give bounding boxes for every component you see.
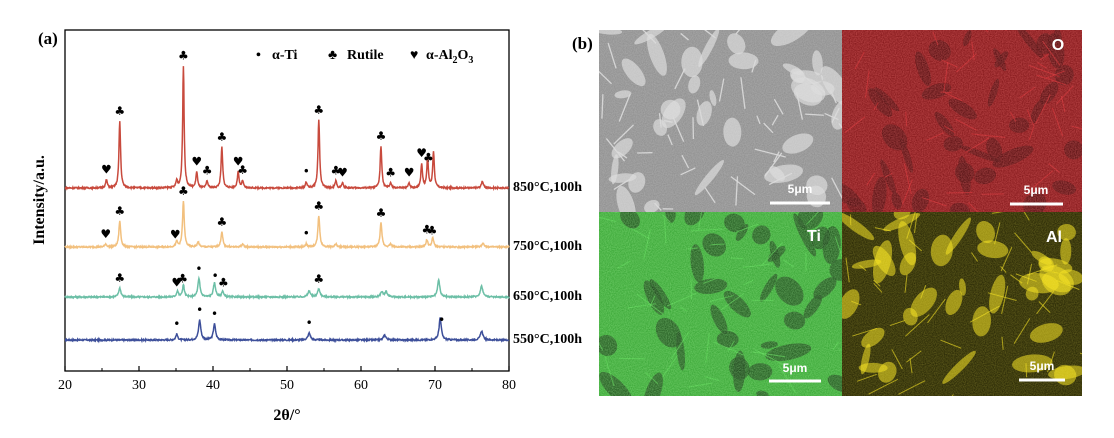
peak-marker: • — [303, 227, 310, 241]
micrograph-noise — [599, 30, 842, 212]
peak-marker: ♥ — [101, 163, 112, 177]
peak-marker: ♥ — [404, 166, 415, 180]
series-line — [64, 275, 510, 301]
peak-marker: ♣ — [114, 104, 125, 118]
peak-marker: • — [196, 303, 203, 317]
sample-label: 550°C,100h — [513, 332, 582, 347]
legend-alumina-sub2: 3 — [468, 55, 473, 66]
peak-marker: ♣ — [177, 271, 188, 285]
texture-strand — [1079, 352, 1082, 355]
micrograph-texture — [599, 212, 842, 396]
sample-label: 850°C,100h — [513, 180, 582, 195]
micrograph-noise — [599, 212, 842, 396]
peak-marker: • — [438, 313, 445, 327]
peak-marker: ♣ — [313, 199, 324, 213]
micrograph-texture — [842, 30, 1082, 212]
micrograph-noise — [842, 30, 1082, 212]
element-label-ti: Ti — [807, 228, 821, 245]
sample-labels: 550°C,100h 650°C,100h 750°C,100h 850°C,100h — [513, 180, 582, 347]
element-label-al: Al — [1046, 229, 1062, 246]
peak-marker: • — [173, 317, 180, 331]
peak-marker: ♥ — [170, 227, 181, 241]
peak-marker: ♥ — [100, 227, 111, 241]
peak-marker: ♣ — [423, 150, 434, 164]
legend-alumina-mid: O — [457, 48, 468, 63]
series-layer — [64, 66, 510, 344]
peak-marker: ♥ — [337, 166, 348, 180]
peak-marker: ♣ — [376, 129, 387, 143]
peak-marker: ♣ — [330, 164, 341, 178]
peak-marker: • — [211, 307, 218, 321]
peak-marker: ♣ — [216, 215, 227, 229]
sample-label: 650°C,100h — [513, 289, 582, 304]
micrograph-noise — [842, 212, 1082, 396]
legend-marker-alumina: ♥ — [410, 48, 418, 63]
panel-b-label: (b) — [572, 34, 593, 53]
x-tick-label: 30 — [132, 378, 146, 393]
x-tick-label: 70 — [428, 378, 442, 393]
peak-marker: ♣ — [385, 165, 396, 179]
peak-marker: ♣ — [114, 271, 125, 285]
peak-marker: ♣ — [202, 163, 213, 177]
peak-marker: • — [306, 316, 313, 330]
legend-marker-alpha-ti: • — [256, 48, 261, 63]
micrograph-ti: Ti 5μm — [599, 212, 842, 396]
texture-strand — [985, 30, 989, 33]
micrograph-texture — [842, 212, 1082, 396]
scale-bar-label: 5μm — [783, 361, 808, 375]
x-tick-label: 80 — [502, 378, 516, 393]
peak-marker: ♣ — [178, 49, 189, 63]
legend-marker-rutile: ♣ — [328, 48, 337, 63]
peak-marker: ♥ — [416, 146, 427, 160]
peak-marker: ♣ — [427, 223, 438, 237]
x-tick-label: 20 — [58, 378, 72, 393]
legend-label-alumina: α-Al2O3 — [426, 48, 473, 66]
element-label-o: O — [1052, 37, 1064, 54]
legend-alumina-sub1: 2 — [452, 55, 457, 66]
peak-marker: ♣ — [218, 275, 229, 289]
peak-marker: ♥ — [233, 154, 244, 168]
peak-marker: ♥ — [171, 275, 182, 289]
scale-bar-label: 5μm — [1030, 359, 1055, 373]
peak-marker: ♥ — [191, 154, 202, 168]
peak-marker: ♣ — [237, 163, 248, 177]
texture-strand — [1005, 30, 1007, 31]
peak-marker: ♣ — [114, 204, 125, 218]
peak-marker: ♣ — [178, 184, 189, 198]
micrograph-o: O 5μm — [842, 30, 1082, 212]
peak-markers: •• •• •♣ ♥♣•• ♣ ♣♥♣♥♣♣•♣ ♣♣♣♥♣♣♥♣♣♥♣ •♣♣♥♣♣ ♥♥♣ — [100, 49, 445, 331]
peak-marker: ♣ — [216, 130, 227, 144]
micrograph-al: Al 5μm — [842, 212, 1082, 396]
x-tick-label: 50 — [280, 378, 294, 393]
panel-a-label: (a) — [38, 29, 58, 48]
legend-alumina-main: α-Al — [426, 48, 453, 63]
peak-marker: ♣ — [313, 103, 324, 117]
x-tick-label: 40 — [206, 378, 220, 393]
series-line — [64, 317, 509, 344]
peak-marker: ♣ — [421, 223, 432, 237]
peak-marker: • — [195, 262, 202, 276]
micrograph-texture — [599, 30, 842, 212]
micrograph-grid: 5μm O 5μm Ti 5μm Al 5μm — [599, 30, 1082, 396]
x-axis-ticks: 20 30 40 50 60 70 80 — [58, 366, 516, 393]
texture-strand — [951, 394, 954, 396]
scale-bar-label: 5μm — [788, 182, 813, 196]
peak-marker: ♣ — [376, 206, 387, 220]
legend-label-alpha-ti: α-Ti — [272, 48, 298, 63]
series-line — [64, 201, 510, 251]
peak-marker: • — [212, 269, 219, 283]
x-axis-title: 2θ/° — [273, 407, 300, 424]
x-tick-label: 60 — [354, 378, 368, 393]
xrd-plot: 20 30 40 50 60 70 80 •• •• •♣ ♥♣•• ♣ ♣♥♣♥♣♣•♣ ♣♣♣♥♣♣… — [31, 29, 582, 424]
legend: • α-Ti ♣ Rutile ♥ α-Al2O3 — [256, 48, 473, 66]
micrograph-sem: 5μm — [599, 30, 842, 212]
peak-marker: ♣ — [313, 272, 324, 286]
legend-label-rutile: Rutile — [347, 48, 384, 63]
sample-label: 750°C,100h — [513, 239, 582, 254]
peak-marker: • — [303, 165, 310, 179]
series-line — [64, 66, 510, 192]
y-axis-title: Intensity/a.u. — [31, 155, 48, 245]
scale-bar-label: 5μm — [1024, 183, 1049, 197]
